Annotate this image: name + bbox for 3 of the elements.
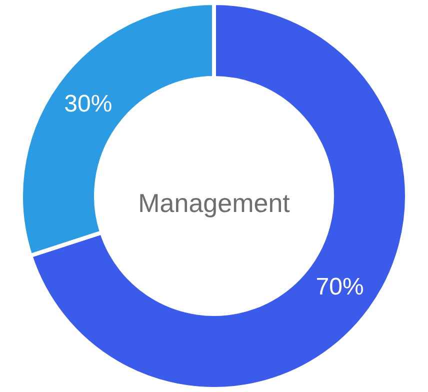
text: Management <box>138 188 291 218</box>
data-label: 70% <box>316 273 364 300</box>
data-label: 30% <box>64 90 112 118</box>
